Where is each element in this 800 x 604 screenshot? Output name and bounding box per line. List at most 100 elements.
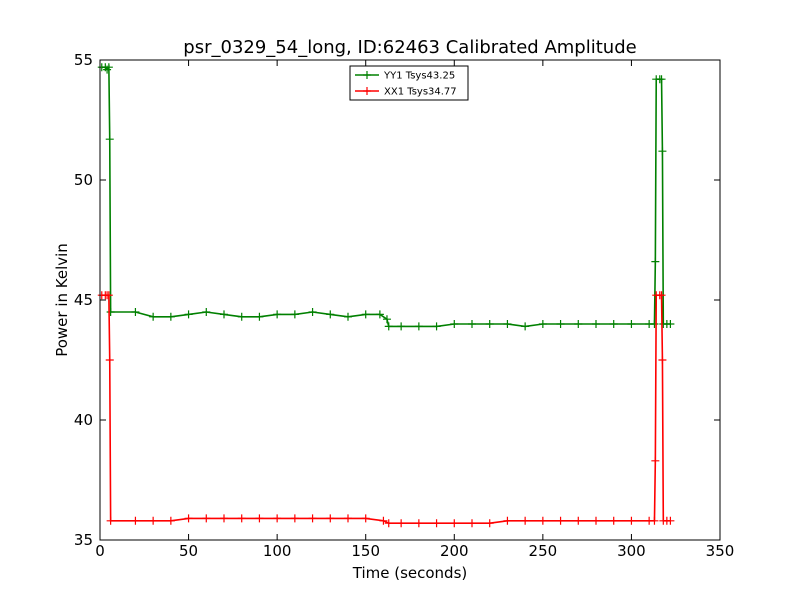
legend-box [349,65,469,101]
plot-content [97,63,675,528]
data-point [414,519,423,528]
data-point [220,310,228,319]
data-point [658,356,667,364]
data-point [521,516,530,525]
data-point [344,312,352,321]
data-point [627,516,636,525]
x-axis-label: Time (seconds) [352,564,468,582]
y-tick-label: 35 [74,531,93,549]
chart-title: psr_0329_54_long, ID:62463 Calibrated Am… [183,37,636,58]
data-point [273,310,282,319]
y-axis-label: Power in Kelvin [53,243,71,357]
data-point [650,320,659,328]
legend-label: YY1 Tsys43.25 [383,71,455,82]
series-line-1 [101,294,671,525]
data-point [184,310,193,319]
data-point [131,308,140,316]
x-tick-label: 300 [617,542,646,560]
data-point [149,312,158,321]
x-tick-label: 150 [351,542,380,560]
data-point [627,320,636,328]
data-point [375,310,384,319]
data-point [166,312,175,321]
data-point [538,320,547,328]
data-point [104,291,113,300]
legend-marker [363,87,371,95]
data-point [432,519,441,528]
data-point [255,312,264,321]
x-tick-label: 0 [95,542,105,560]
data-point [106,516,115,525]
data-point [592,516,600,525]
data-point [609,320,618,328]
data-point [468,519,476,528]
data-point [651,257,660,266]
data-point [202,514,211,523]
data-point [273,514,282,523]
data-point [255,514,264,523]
data-point [485,519,494,528]
legend-marker [363,71,371,79]
data-point [131,516,140,525]
data-point [414,322,423,331]
data-point [384,519,393,528]
data-point [326,514,335,523]
x-tick-label: 100 [263,542,292,560]
series-markers-1 [97,291,675,528]
data-point [574,516,583,525]
data-point [361,514,370,523]
x-tick-label: 250 [529,542,558,560]
y-tick-label: 55 [74,51,93,69]
data-point [666,516,675,525]
data-point [166,516,175,525]
data-point [666,320,675,328]
data-point [521,322,530,331]
data-point [556,320,565,328]
data-point [105,135,114,144]
data-point [379,516,388,525]
legend: YY1 Tsys43.25 XX1 Tsys34.77 [349,65,469,101]
data-point [650,516,659,525]
series-markers-0 [97,63,675,331]
data-point [468,320,476,328]
data-point [290,310,299,319]
x-tick-label: 50 [179,542,198,560]
data-point [657,291,666,300]
data-point [384,322,393,331]
data-point [432,322,441,331]
data-point [290,514,299,523]
data-point [184,514,193,523]
series-line-0 [101,64,671,328]
data-point [658,147,667,156]
legend-label: XX1 Tsys34.77 [384,87,457,98]
data-point [574,320,583,328]
data-point [308,308,317,316]
plot-frame [99,59,721,541]
data-point [361,310,370,319]
data-point [237,514,246,523]
y-tick-label: 40 [74,411,93,429]
data-point [202,308,211,316]
axis-ticks: 0 50 100 150 200 250 300 350 35 40 45 50 55 [74,51,734,560]
data-point [556,516,565,525]
x-tick-label: 350 [706,542,735,560]
data-point [485,320,494,328]
data-point [592,320,600,328]
data-point [237,312,246,321]
data-point [106,308,115,316]
data-point [308,514,317,523]
data-point [397,519,406,528]
data-point [344,514,352,523]
x-tick-label: 200 [440,542,469,560]
data-point [609,516,618,525]
data-point [326,310,335,319]
data-point [104,63,113,72]
data-point [450,320,459,328]
data-point [657,75,666,84]
data-point [538,516,547,525]
data-point [503,320,512,328]
data-point [397,322,406,331]
data-point [450,519,459,528]
